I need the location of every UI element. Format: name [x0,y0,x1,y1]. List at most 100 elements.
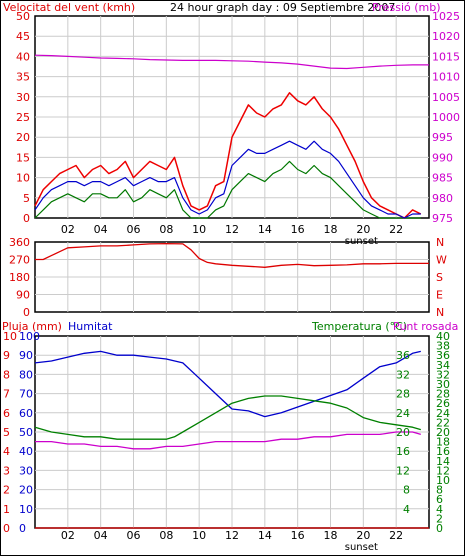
direction-y-tick: 270 [9,254,30,267]
wind-y-tick: 0 [23,212,30,225]
pressure-axis-title: Pressió (mb) [372,1,441,14]
direction-y-tick: 0 [23,306,30,319]
rain-y-tick: 8 [3,368,10,381]
wind-y-tick: 20 [16,131,30,144]
temp-y-tick-right: 30 [436,378,450,391]
humidity-axis-title: Humitat [68,320,113,333]
humidity-y-tick: 10 [19,503,33,516]
pressure-y-tick: 990 [432,151,453,164]
temp-y-tick-left: 28 [396,388,410,401]
rain-y-tick: 10 [3,330,17,343]
temp-y-tick-left: 8 [403,484,410,497]
temp-y-tick-right: 0 [436,522,443,535]
temp-y-tick-left: 32 [396,368,410,381]
wind-y-tick: 50 [16,10,30,23]
temp-y-tick-right: 10 [436,474,450,487]
temp-x-tick: 02 [61,529,75,542]
temp-y-tick-right: 38 [436,340,450,353]
temp-y-tick-right: 2 [436,512,443,525]
temp-y-tick-left: 16 [396,445,410,458]
temp-y-tick-right: 24 [436,407,450,420]
pressure-y-tick: 1020 [432,30,460,43]
pressure-y-tick: 1005 [432,91,460,104]
wind-series-average [34,140,421,219]
temp-y-tick-left: 24 [396,407,410,420]
rain-y-tick: 7 [3,388,10,401]
temp-x-tick: 06 [127,529,141,542]
wind-y-tick: 30 [16,91,30,104]
pressure-y-tick: 1010 [432,71,460,84]
wind-x-tick: 08 [159,223,173,236]
temp-y-tick-left: 36 [396,349,410,362]
temp-y-tick-right: 40 [436,330,450,343]
pressure-y-tick: 1025 [432,10,460,23]
page-title: 24 hour graph day : 09 Septiembre 2007 [170,1,395,14]
rain-y-tick: 0 [3,522,10,535]
direction-compass-tick: N [436,306,444,319]
wind-x-tick: 12 [225,223,239,236]
pressure-y-tick: 980 [432,192,453,205]
temp-x-tick: 08 [159,529,173,542]
rain-y-tick: 3 [3,464,10,477]
rain-y-tick: 9 [3,349,10,362]
temp-y-tick-right: 18 [436,436,450,449]
wind-y-tick: 25 [16,111,30,124]
temp-y-tick-left: 4 [403,503,410,516]
wind-y-tick: 5 [23,192,30,205]
temp-y-tick-right: 12 [436,464,450,477]
pressure-y-tick: 995 [432,131,453,144]
humidity-y-tick: 20 [19,484,33,497]
humidity-y-tick: 40 [19,445,33,458]
rain-y-tick: 6 [3,407,10,420]
wind-y-tick: 40 [16,50,30,63]
wind-x-tick: 22 [389,223,403,236]
temp-x-tick: 16 [291,529,305,542]
temp-x-tick: 22 [389,529,403,542]
humidity-y-tick: 100 [19,330,40,343]
temp-y-tick-right: 6 [436,493,443,506]
direction-compass-tick: S [436,271,443,284]
direction-compass-tick: N [436,236,444,249]
direction-y-tick: 90 [16,289,30,302]
wind-series-gust [34,92,422,219]
direction-y-tick: 360 [9,236,30,249]
rain-axis-title: Pluja (mm) [2,320,62,333]
wind-series-minimum [34,160,421,219]
humidity-y-tick: 60 [19,407,33,420]
temp-y-tick-right: 32 [436,368,450,381]
temp-y-tick-left: 12 [396,464,410,477]
series-layer [34,54,429,529]
wind-x-tick: 20 [356,223,370,236]
temperature-axis-title: Temperatura (°C) [311,320,407,333]
wind-x-tick: 04 [94,223,108,236]
wind-y-tick: 35 [16,71,30,84]
temp-y-tick-right: 4 [436,503,443,516]
temp-x-tick: 20 [356,529,370,542]
humidity-y-tick: 50 [19,426,33,439]
wind-y-tick: 15 [16,151,30,164]
rain-y-tick: 1 [3,503,10,516]
temp-y-tick-right: 16 [436,445,450,458]
dewpoint-axis-title: Punt rosada [393,320,458,333]
pressure-y-tick: 985 [432,172,453,185]
temp-y-tick-right: 14 [436,455,450,468]
temp-y-tick-right: 28 [436,388,450,401]
humidity-y-tick: 70 [19,388,33,401]
temp-series-temperature [34,395,421,440]
direction-y-tick: 180 [9,271,30,284]
temp-sunset-label: sunset [345,542,378,553]
pressure-y-tick: 1000 [432,111,460,124]
temp-x-tick: 18 [324,529,338,542]
wind-y-tick: 10 [16,172,30,185]
temp-x-tick: 10 [192,529,206,542]
temp-x-tick: 04 [94,529,108,542]
rain-y-tick: 5 [3,426,10,439]
wind-x-tick: 16 [291,223,305,236]
rain-y-tick: 4 [3,445,10,458]
temp-y-tick-right: 22 [436,416,450,429]
pressure-y-tick: 1015 [432,50,460,63]
wind-axis-title: Velocitat del vent (kmh) [3,1,135,14]
temp-y-tick-right: 20 [436,426,450,439]
humidity-y-tick: 0 [19,522,26,535]
